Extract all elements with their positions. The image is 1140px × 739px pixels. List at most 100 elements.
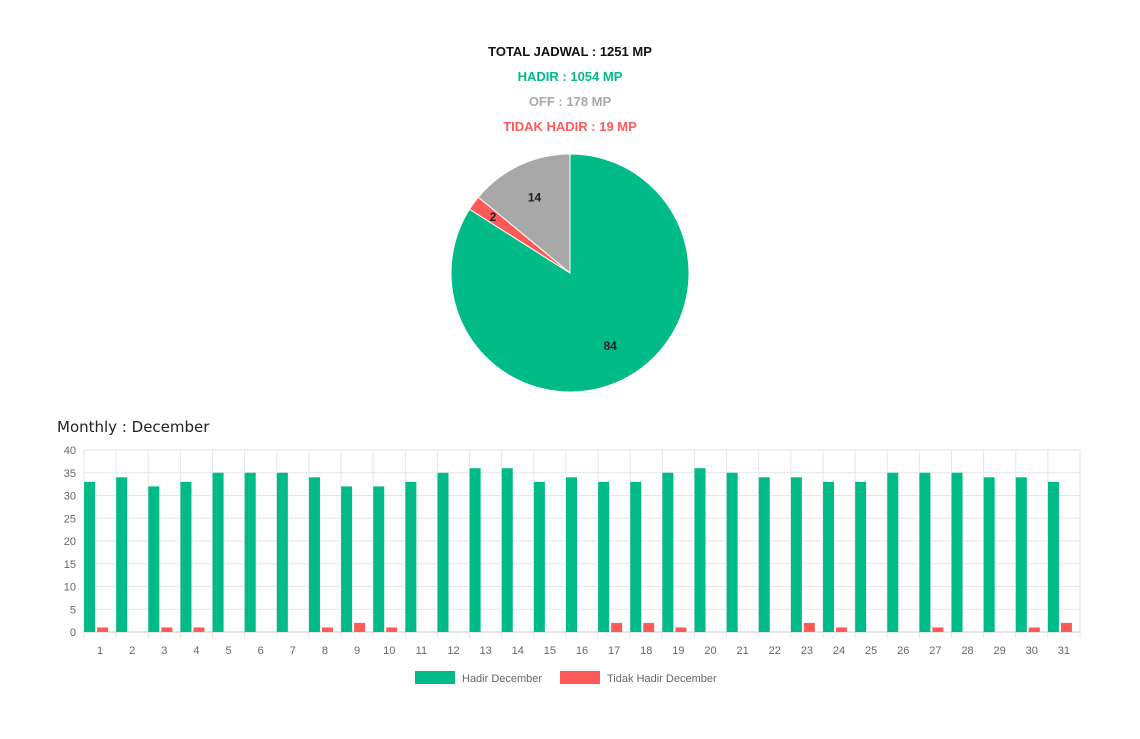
x-tick-label: 13: [479, 645, 491, 657]
y-tick-label: 25: [64, 513, 76, 525]
x-tick-label: 14: [512, 645, 524, 657]
bar-tidak-hadir-31[interactable]: [1060, 622, 1072, 632]
bar-hadir-31[interactable]: [1047, 481, 1059, 632]
bar-tidak-hadir-19[interactable]: [675, 627, 687, 632]
y-tick-label: 15: [64, 559, 76, 571]
x-tick-label: 4: [193, 645, 199, 657]
monthly-chart-title: Monthly : December: [57, 418, 210, 436]
bar-hadir-10[interactable]: [373, 486, 385, 632]
bar-tidak-hadir-3[interactable]: [161, 627, 173, 632]
x-tick-label: 3: [161, 645, 167, 657]
x-tick-label: 30: [1026, 645, 1038, 657]
x-tick-label: 2: [129, 645, 135, 657]
x-tick-label: 28: [961, 645, 973, 657]
bar-hadir-13[interactable]: [469, 468, 481, 632]
y-tick-label: 30: [64, 491, 76, 503]
x-tick-label: 22: [769, 645, 781, 657]
x-tick-label: 5: [226, 645, 232, 657]
summary-hadir: HADIR : 1054 MP: [517, 69, 623, 84]
x-tick-label: 11: [416, 645, 427, 657]
bar-tidak-hadir-10[interactable]: [386, 627, 398, 632]
pie-chart[interactable]: 84 2 14: [0, 0, 1140, 400]
legend-swatch-1[interactable]: [560, 671, 600, 684]
bar-hadir-19[interactable]: [662, 472, 674, 632]
x-tick-label: 23: [801, 645, 813, 657]
bar-hadir-1[interactable]: [84, 481, 96, 632]
x-tick-label: 17: [608, 645, 620, 657]
x-tick-label: 6: [258, 645, 264, 657]
x-tick-label: 20: [704, 645, 716, 657]
bar-tidak-hadir-23[interactable]: [803, 622, 815, 632]
x-tick-label: 9: [354, 645, 360, 657]
y-tick-label: 40: [64, 445, 76, 457]
pie-slice-2[interactable]: [477, 153, 571, 275]
bar-hadir-5[interactable]: [212, 472, 224, 632]
bar-hadir-28[interactable]: [951, 472, 963, 632]
legend-label-0[interactable]: Hadir December: [462, 673, 542, 685]
x-tick-label: 15: [544, 645, 556, 657]
y-tick-label: 5: [70, 604, 76, 616]
bar-hadir-11[interactable]: [405, 481, 417, 632]
bar-hadir-12[interactable]: [437, 472, 449, 632]
pie-label-2: 14: [528, 191, 542, 205]
bar-tidak-hadir-17[interactable]: [611, 622, 623, 632]
bar-hadir-16[interactable]: [566, 477, 577, 632]
bar-hadir-25[interactable]: [855, 481, 867, 632]
legend-swatch-0[interactable]: [415, 671, 455, 684]
bar-tidak-hadir-4[interactable]: [193, 627, 205, 632]
bar-hadir-14[interactable]: [501, 468, 513, 632]
bar-hadir-6[interactable]: [244, 472, 256, 632]
summary-tidak-hadir: TIDAK HADIR : 19 MP: [503, 119, 637, 134]
bar-hadir-26[interactable]: [887, 472, 899, 632]
bar-hadir-7[interactable]: [276, 472, 288, 632]
y-tick-label: 0: [70, 627, 76, 639]
x-tick-label: 21: [737, 645, 749, 657]
bar-hadir-17[interactable]: [598, 481, 610, 632]
bar-tidak-hadir-24[interactable]: [836, 627, 848, 632]
x-tick-label: 31: [1058, 645, 1070, 657]
bar-hadir-18[interactable]: [630, 481, 642, 632]
bar-hadir-20[interactable]: [694, 468, 706, 632]
x-tick-label: 10: [383, 645, 395, 657]
x-tick-label: 16: [576, 645, 588, 657]
x-tick-label: 24: [833, 645, 845, 657]
x-tick-label: 19: [672, 645, 684, 657]
summary-off: OFF : 178 MP: [528, 94, 612, 109]
bar-tidak-hadir-30[interactable]: [1028, 627, 1040, 632]
x-tick-label: 1: [97, 645, 103, 657]
bar-hadir-4[interactable]: [180, 481, 192, 632]
bar-hadir-29[interactable]: [983, 477, 995, 632]
bar-hadir-30[interactable]: [1015, 477, 1027, 632]
x-tick-label: 26: [897, 645, 909, 657]
bar-tidak-hadir-1[interactable]: [97, 627, 109, 632]
y-tick-label: 10: [64, 582, 76, 594]
summary-total: TOTAL JADWAL : 1251 MP: [488, 44, 652, 59]
pie-label-1: 2: [490, 210, 497, 224]
y-tick-label: 20: [64, 536, 76, 548]
pie-label-0: 84: [603, 339, 617, 353]
x-tick-label: 25: [865, 645, 877, 657]
x-tick-label: 27: [929, 645, 941, 657]
bar-hadir-9[interactable]: [341, 486, 353, 632]
bar-tidak-hadir-18[interactable]: [643, 622, 655, 632]
x-tick-label: 18: [640, 645, 652, 657]
x-tick-label: 8: [322, 645, 328, 657]
bar-hadir-21[interactable]: [726, 472, 738, 632]
y-tick-label: 35: [64, 468, 76, 480]
bar-tidak-hadir-8[interactable]: [321, 627, 333, 632]
bar-hadir-15[interactable]: [533, 481, 545, 632]
x-tick-label: 29: [994, 645, 1006, 657]
bar-hadir-8[interactable]: [308, 477, 320, 632]
x-tick-label: 12: [447, 645, 459, 657]
bar-hadir-2[interactable]: [116, 477, 128, 632]
bar-tidak-hadir-9[interactable]: [354, 622, 366, 632]
bar-hadir-24[interactable]: [823, 481, 835, 632]
legend-label-1[interactable]: Tidak Hadir December: [607, 673, 717, 685]
bar-tidak-hadir-27[interactable]: [932, 627, 944, 632]
bar-hadir-27[interactable]: [919, 472, 931, 632]
bar-hadir-22[interactable]: [758, 477, 770, 632]
bar-hadir-3[interactable]: [148, 486, 160, 632]
bar-hadir-23[interactable]: [790, 477, 802, 632]
x-tick-label: 7: [290, 645, 296, 657]
